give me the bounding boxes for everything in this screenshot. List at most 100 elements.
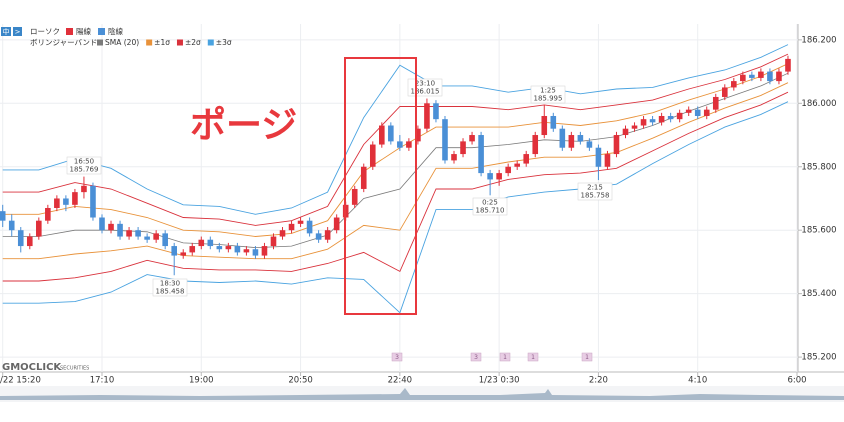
annotation-price: 185.995 bbox=[534, 95, 563, 103]
y-tick-label: 186.000 bbox=[801, 99, 836, 109]
legend-swatch bbox=[66, 28, 73, 35]
annotation-price: 185.710 bbox=[476, 207, 505, 215]
candle-body bbox=[297, 220, 304, 224]
x-tick-label: 6:00 bbox=[787, 376, 806, 386]
candle-body bbox=[469, 135, 475, 142]
candle-body bbox=[505, 166, 511, 174]
legend-swatch bbox=[207, 39, 214, 46]
candle-body bbox=[658, 115, 665, 123]
event-label: 3 bbox=[474, 354, 478, 361]
legend-label: SMA (20) bbox=[105, 38, 139, 47]
annotation-box bbox=[66, 156, 102, 175]
x-tick-label: 22:40 bbox=[388, 376, 413, 386]
candle-body bbox=[270, 236, 277, 247]
candle-body bbox=[369, 144, 376, 167]
annotation-box bbox=[530, 85, 566, 104]
x-tick-label: 20:50 bbox=[288, 376, 313, 386]
candle-body bbox=[442, 119, 448, 161]
annotation-price: 185.458 bbox=[156, 288, 185, 296]
highlight-box bbox=[344, 57, 417, 315]
event-marker[interactable] bbox=[470, 352, 482, 362]
candle-body bbox=[478, 135, 484, 174]
candle-body bbox=[261, 246, 268, 256]
candle-body bbox=[216, 246, 223, 250]
candle-body bbox=[496, 173, 502, 180]
candle-body bbox=[640, 119, 647, 126]
candle-body bbox=[703, 109, 710, 116]
x-tick-label: 4:10 bbox=[688, 376, 707, 386]
candle-body bbox=[568, 135, 575, 148]
candle-body bbox=[234, 246, 241, 253]
candle-body bbox=[721, 87, 728, 97]
event-marker[interactable] bbox=[391, 352, 403, 362]
callout-text: ポージ bbox=[190, 104, 297, 146]
candle-body bbox=[532, 135, 539, 155]
candle-body bbox=[360, 166, 367, 189]
candle-body bbox=[306, 220, 313, 234]
event-label: 1 bbox=[531, 354, 535, 361]
annotation-time: 0:25 bbox=[482, 199, 498, 207]
y-tick-label: 185.600 bbox=[801, 226, 836, 236]
y-tick-label: 185.200 bbox=[801, 353, 836, 363]
candle-body bbox=[333, 217, 340, 231]
candle-body bbox=[243, 249, 250, 253]
candle-body bbox=[72, 192, 78, 205]
event-marker[interactable] bbox=[499, 352, 511, 362]
annotation-price: 185.769 bbox=[70, 166, 99, 174]
candle-body bbox=[415, 128, 421, 142]
legend-label: ±3σ bbox=[216, 38, 232, 47]
candle-body bbox=[559, 128, 566, 148]
candle-body bbox=[26, 236, 33, 247]
toolbar-button[interactable] bbox=[1, 27, 11, 36]
candle-body bbox=[460, 141, 466, 155]
candle-body bbox=[351, 188, 358, 205]
legend-label: ±1σ bbox=[154, 38, 170, 47]
navigator-area bbox=[0, 388, 844, 400]
candle-body bbox=[180, 252, 187, 256]
y-tick-label: 185.400 bbox=[801, 289, 836, 299]
candle-body bbox=[8, 220, 15, 231]
candle-body bbox=[487, 173, 493, 180]
annotation-price: 185.758 bbox=[581, 192, 610, 200]
event-label: 1 bbox=[585, 354, 589, 361]
candle-body bbox=[207, 239, 214, 247]
candle-body bbox=[767, 71, 773, 82]
candle-body bbox=[740, 74, 746, 82]
candle-body bbox=[676, 112, 683, 120]
toolbar-label: > bbox=[15, 28, 21, 36]
annotation-price: 186.015 bbox=[411, 88, 440, 96]
candle-body bbox=[0, 211, 6, 221]
annotation-time: 16:50 bbox=[74, 158, 94, 166]
event-marker[interactable] bbox=[527, 352, 539, 362]
event-marker[interactable] bbox=[581, 352, 593, 362]
candle-body bbox=[288, 223, 295, 231]
candle-body bbox=[649, 119, 656, 123]
toolbar-button[interactable] bbox=[13, 27, 22, 36]
candle-body bbox=[144, 236, 150, 240]
candle-body bbox=[586, 141, 593, 148]
candle-body bbox=[162, 233, 168, 247]
band-lower bbox=[2, 101, 789, 314]
x-tick-label: 2:20 bbox=[589, 376, 608, 386]
candle-body bbox=[667, 115, 674, 120]
x-tick-label: 19:00 bbox=[189, 376, 214, 386]
candle-body bbox=[595, 147, 602, 167]
candle-body bbox=[99, 217, 105, 231]
candle-body bbox=[785, 58, 791, 72]
candle-body bbox=[749, 74, 755, 78]
candle-body bbox=[433, 103, 439, 120]
candle-body bbox=[315, 233, 322, 240]
candle-body bbox=[90, 185, 96, 218]
y-tick-label: 185.800 bbox=[801, 162, 836, 172]
candle-body bbox=[63, 198, 69, 205]
candle-body bbox=[153, 233, 159, 240]
x-tick-label: 1/23 0:30 bbox=[479, 376, 520, 386]
annotation-box bbox=[472, 197, 508, 216]
candles bbox=[0, 55, 791, 276]
band-upper bbox=[2, 53, 789, 226]
legend-label: ボリンジャーバンド bbox=[30, 38, 97, 47]
legend-swatch bbox=[98, 28, 105, 35]
sma-line bbox=[2, 72, 789, 249]
candle-body bbox=[577, 135, 584, 142]
